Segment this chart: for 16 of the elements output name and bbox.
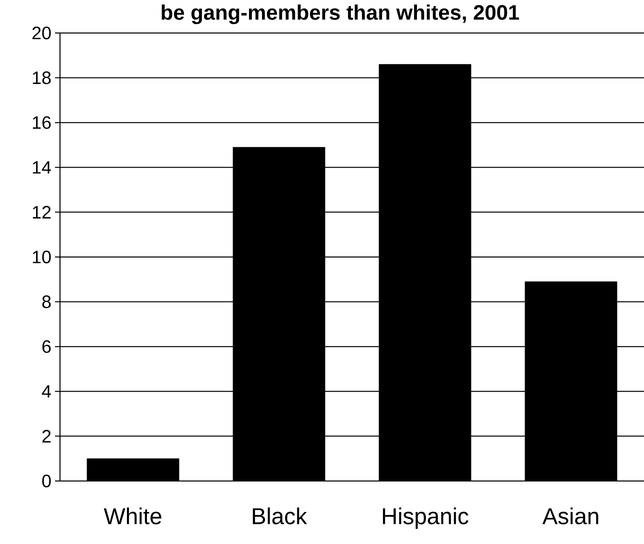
y-tick-label: 16	[32, 116, 51, 129]
y-tick-label: 12	[32, 206, 51, 218]
y-tick-label: 4	[42, 385, 51, 398]
y-tick-label: 8	[42, 295, 51, 308]
x-tick-label: Asian	[542, 508, 598, 524]
x-tick-label: White	[104, 508, 162, 524]
y-tick-label: 20	[32, 26, 51, 40]
y-tick-label: 18	[32, 71, 51, 84]
y-tick-label: 6	[42, 340, 51, 353]
y-tick-label: 14	[32, 161, 51, 174]
y-tick-label: 2	[42, 430, 51, 442]
x-tick-label: Hispanic	[382, 508, 468, 529]
x-tick-label: Black	[252, 508, 308, 524]
chart-title: be gang-members than whites, 2001	[162, 4, 520, 24]
y-tick-label: 10	[32, 250, 51, 264]
y-tick-label: 0	[42, 474, 51, 488]
